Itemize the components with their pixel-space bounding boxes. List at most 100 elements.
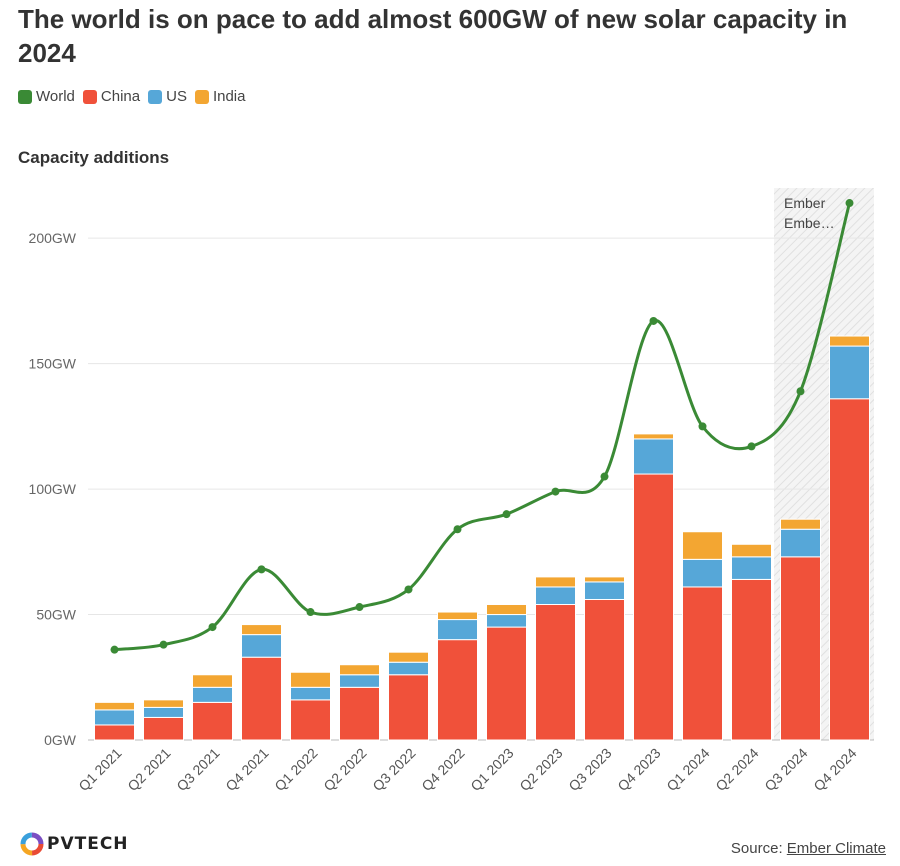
bar-us[interactable]: [388, 661, 429, 676]
world-line[interactable]: [114, 202, 851, 652]
bar-china[interactable]: [94, 724, 135, 741]
bar-us[interactable]: [584, 581, 625, 600]
legend-swatch-china: [82, 89, 97, 104]
bar-china[interactable]: [241, 656, 282, 741]
world-point[interactable]: [747, 442, 756, 451]
x-tick-label: Q3 2022: [369, 745, 418, 794]
bar-india[interactable]: [682, 531, 723, 560]
world-point[interactable]: [306, 608, 315, 617]
world-point[interactable]: [453, 525, 462, 534]
world-point[interactable]: [208, 623, 217, 632]
legend-swatch-us: [148, 89, 163, 104]
bar-india[interactable]: [388, 651, 429, 663]
bar-india[interactable]: [633, 433, 674, 440]
world-point[interactable]: [502, 510, 511, 519]
bar-us[interactable]: [780, 528, 821, 558]
bar-us[interactable]: [192, 686, 233, 703]
world-point[interactable]: [257, 565, 266, 574]
world-point[interactable]: [551, 487, 560, 496]
chart-subtitle: Capacity additions: [18, 148, 170, 167]
bar-china[interactable]: [143, 716, 184, 741]
bar-us[interactable]: [143, 706, 184, 718]
bar-india[interactable]: [143, 699, 184, 708]
legend-swatch-india: [194, 89, 209, 104]
bar-china[interactable]: [388, 674, 429, 741]
bar-india[interactable]: [584, 576, 625, 583]
bar-china[interactable]: [535, 604, 576, 741]
chart-title: The world is on pace to add almost 600GW…: [18, 4, 848, 68]
pvtech-logo-icon: [20, 832, 44, 856]
bar-us[interactable]: [535, 586, 576, 606]
bar-us[interactable]: [829, 345, 870, 400]
bar-us[interactable]: [731, 556, 772, 580]
legend-label-us: US: [166, 88, 187, 105]
world-point[interactable]: [845, 199, 854, 208]
bar-china[interactable]: [584, 598, 625, 741]
bar-india[interactable]: [437, 611, 478, 621]
bar-india[interactable]: [241, 624, 282, 636]
x-tick-label: Q1 2023: [467, 745, 516, 794]
world-point[interactable]: [698, 422, 707, 431]
bar-china[interactable]: [290, 699, 331, 741]
bar-india[interactable]: [731, 543, 772, 558]
bar-india[interactable]: [486, 604, 527, 616]
bar-china[interactable]: [731, 578, 772, 741]
x-tick-label: Q4 2024: [810, 745, 859, 794]
world-point[interactable]: [159, 640, 168, 649]
x-tick-label: Q2 2022: [320, 745, 369, 794]
bar-india[interactable]: [339, 664, 380, 676]
bar-china[interactable]: [486, 626, 527, 741]
y-tick-label: 50GW: [36, 607, 76, 623]
bar-india[interactable]: [290, 671, 331, 688]
x-tick-label: Q3 2021: [173, 745, 222, 794]
legend-swatch-world: [18, 89, 32, 104]
bar-us[interactable]: [339, 674, 380, 688]
world-point[interactable]: [796, 387, 805, 396]
bar-india[interactable]: [192, 674, 233, 688]
legend-label-world: World: [36, 88, 75, 105]
x-tick-label: Q3 2024: [761, 745, 810, 794]
bar-us[interactable]: [682, 558, 723, 588]
bar-us[interactable]: [290, 686, 331, 701]
bar-us[interactable]: [486, 614, 527, 628]
bar-china[interactable]: [437, 639, 478, 741]
world-point[interactable]: [404, 585, 413, 594]
x-tick-label: Q1 2024: [663, 745, 712, 794]
y-tick-label: 150GW: [29, 356, 77, 372]
world-point[interactable]: [600, 472, 609, 481]
bar-china[interactable]: [192, 701, 233, 741]
x-tick-label: Q3 2023: [565, 745, 614, 794]
bar-us[interactable]: [437, 619, 478, 641]
world-point[interactable]: [649, 316, 658, 325]
bar-china[interactable]: [829, 398, 870, 741]
bar-china[interactable]: [339, 686, 380, 741]
legend-item-india[interactable]: India: [194, 88, 246, 105]
y-tick-label: 200GW: [29, 230, 77, 246]
source-link[interactable]: Ember Climate: [786, 840, 886, 857]
legend-item-china[interactable]: China: [82, 88, 141, 105]
world-point[interactable]: [355, 603, 364, 612]
source-note: Source: Ember Climate: [731, 840, 886, 857]
bar-us[interactable]: [241, 634, 282, 658]
x-tick-label: Q4 2023: [614, 745, 663, 794]
bar-china[interactable]: [633, 473, 674, 741]
x-tick-label: Q1 2021: [75, 745, 124, 794]
x-tick-label: Q2 2021: [124, 745, 173, 794]
bar-india[interactable]: [535, 576, 576, 588]
legend-label-china: China: [100, 88, 141, 105]
legend-label-india: India: [212, 88, 246, 105]
bar-china[interactable]: [682, 586, 723, 741]
world-point[interactable]: [110, 645, 119, 654]
pvtech-logo-text: PVTECH: [47, 834, 129, 854]
pvtech-logo[interactable]: PVTECH: [20, 832, 129, 856]
bar-us[interactable]: [94, 709, 135, 726]
legend-item-world[interactable]: World: [18, 88, 75, 105]
legend-item-us[interactable]: US: [148, 88, 187, 105]
bar-china[interactable]: [780, 556, 821, 741]
bar-india[interactable]: [780, 518, 821, 530]
bar-india[interactable]: [94, 701, 135, 711]
bar-india[interactable]: [829, 335, 870, 347]
bar-us[interactable]: [633, 438, 674, 475]
y-tick-label: 0GW: [44, 732, 77, 748]
